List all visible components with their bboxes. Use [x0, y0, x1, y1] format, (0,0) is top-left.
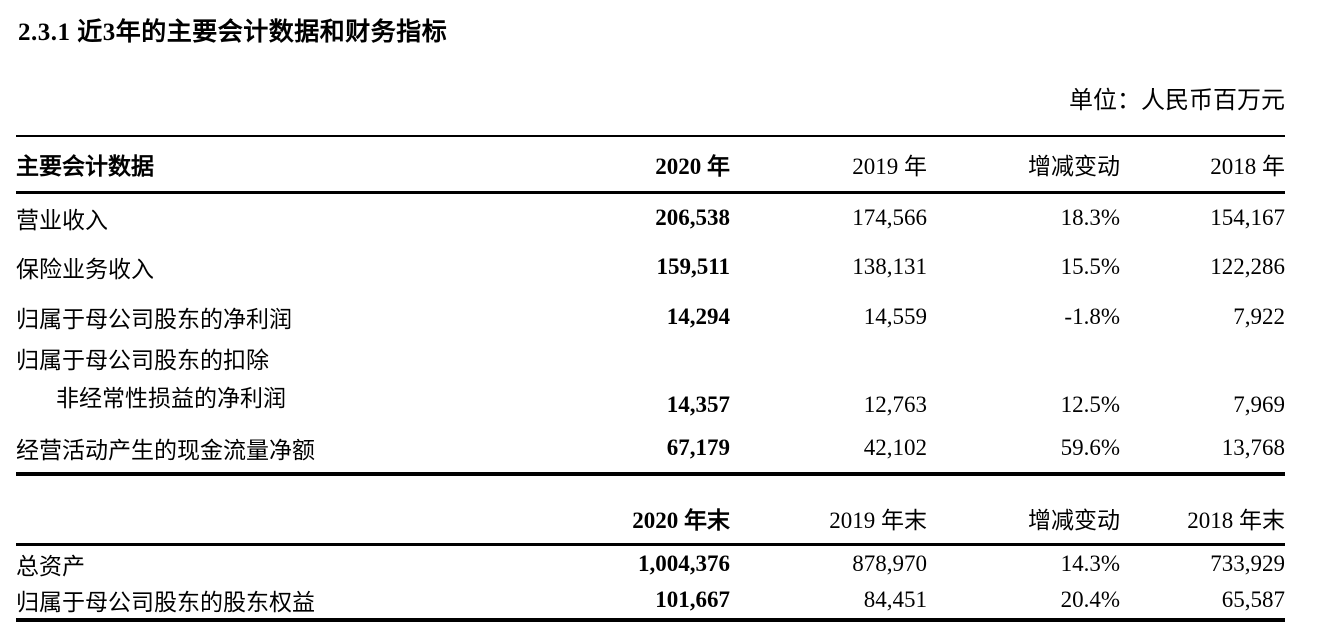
value-2018: 7,969	[1233, 392, 1285, 417]
row-label: 归属于母公司股东的扣除 非经常性损益的净利润	[16, 342, 502, 424]
value-2020: 67,179	[666, 435, 730, 460]
header-row: 主要会计数据 2020 年 2019 年 增减变动 2018 年	[16, 136, 1285, 192]
header-year-end-2018: 2018 年末	[1187, 507, 1285, 533]
value-2020: 14,294	[666, 304, 730, 329]
table-row-net-profit-parent: 归属于母公司股东的净利润 14,294 14,559 -1.8% 7,922	[16, 292, 1285, 342]
table-row-shareholders-equity-parent: 归属于母公司股东的股东权益 101,667 84,451 20.4% 65,58…	[16, 582, 1285, 620]
table-row-insurance-business-income: 保险业务收入 159,511 138,131 15.5% 122,286	[16, 242, 1285, 292]
value-2019: 12,763	[863, 392, 927, 417]
header-row: 2020 年末 2019 年末 增减变动 2018 年末	[16, 476, 1285, 544]
value-2018: 65,587	[1221, 587, 1285, 612]
value-2018: 154,167	[1210, 204, 1285, 230]
value-2020: 1,004,376	[638, 550, 730, 576]
value-2019: 84,451	[863, 587, 927, 612]
unit-label: 单位：人民币百万元	[1069, 88, 1285, 114]
header-year-2020: 2020 年	[655, 153, 730, 179]
value-2019: 174,566	[852, 204, 927, 230]
value-change: 12.5%	[1060, 392, 1120, 417]
header-empty	[16, 476, 502, 544]
value-2018: 122,286	[1210, 254, 1285, 279]
value-2018: 733,929	[1210, 550, 1285, 576]
row-label: 营业收入	[16, 207, 108, 233]
header-main-accounting-data: 主要会计数据	[16, 153, 154, 179]
value-2020: 14,357	[666, 392, 730, 417]
header-year-end-2019: 2019 年末	[829, 507, 927, 533]
value-change: 14.3%	[1060, 550, 1120, 576]
value-2018: 13,768	[1221, 435, 1285, 460]
header-year-2018: 2018 年	[1210, 153, 1285, 179]
accounting-data-table-flows: 主要会计数据 2020 年 2019 年 增减变动 2018 年 营业收入 20…	[16, 135, 1285, 476]
value-2020: 101,667	[655, 587, 730, 612]
header-change: 增减变动	[1028, 153, 1120, 179]
value-change: -1.8%	[1064, 304, 1120, 329]
row-label-line2: 非经常性损益的净利润	[56, 386, 286, 411]
row-label: 总资产	[16, 553, 85, 579]
section-title: 2.3.1 近3年的主要会计数据和财务指标	[18, 19, 448, 46]
table-row-operating-income: 营业收入 206,538 174,566 18.3% 154,167	[16, 192, 1285, 242]
value-2019: 42,102	[863, 435, 927, 460]
header-year-end-2020: 2020 年末	[632, 507, 730, 533]
accounting-data-table-balances: 2020 年末 2019 年末 增减变动 2018 年末 总资产 1,004,3…	[16, 476, 1285, 622]
value-2019: 14,559	[863, 304, 927, 329]
value-2020: 159,511	[656, 254, 730, 279]
header-change: 增减变动	[1028, 507, 1120, 533]
row-label-line1: 归属于母公司股东的扣除	[16, 348, 269, 373]
value-change: 59.6%	[1060, 435, 1120, 460]
table-header: 2020 年末 2019 年末 增减变动 2018 年末	[16, 476, 1285, 544]
header-year-2019: 2019 年	[852, 153, 927, 179]
value-2019: 878,970	[852, 550, 927, 576]
row-label: 归属于母公司股东的净利润	[16, 307, 292, 332]
row-label: 归属于母公司股东的股东权益	[16, 590, 315, 615]
value-change: 18.3%	[1060, 204, 1120, 230]
table-row-total-assets: 总资产 1,004,376 878,970 14.3% 733,929	[16, 544, 1285, 582]
value-change: 20.4%	[1060, 587, 1120, 612]
table-row-net-profit-excluding-nonrecurring: 归属于母公司股东的扣除 非经常性损益的净利润 14,357 12,763 12.…	[16, 342, 1285, 424]
value-2018: 7,922	[1233, 304, 1285, 329]
value-2020: 206,538	[655, 204, 730, 230]
row-label: 保险业务收入	[16, 257, 154, 282]
value-change: 15.5%	[1060, 254, 1120, 279]
table-header: 主要会计数据 2020 年 2019 年 增减变动 2018 年	[16, 136, 1285, 192]
table-row-net-operating-cash-flow: 经营活动产生的现金流量净额 67,179 42,102 59.6% 13,768	[16, 424, 1285, 474]
row-label: 经营活动产生的现金流量净额	[16, 438, 315, 463]
value-2019: 138,131	[852, 254, 927, 279]
